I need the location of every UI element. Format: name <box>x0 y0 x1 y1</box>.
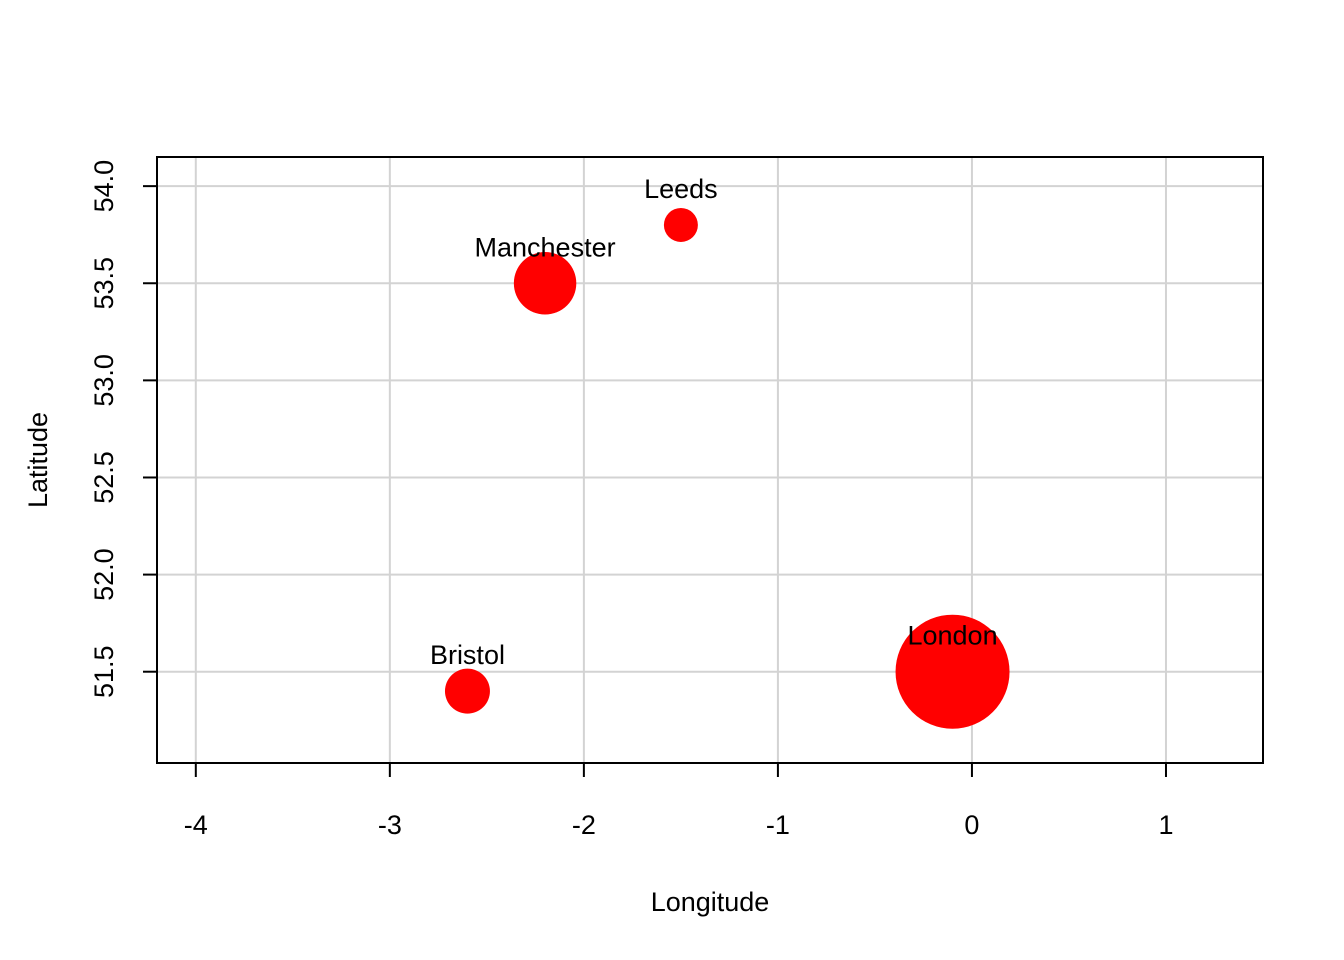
x-tick-label: -4 <box>184 810 208 840</box>
y-axis: 51.5 52.0 52.5 53.0 53.5 54.0 <box>89 160 157 698</box>
x-axis-title: Longitude <box>651 887 770 917</box>
point-label-leeds: Leeds <box>644 174 718 204</box>
point-label-manchester: Manchester <box>475 232 616 262</box>
x-axis: -4 -3 -2 -1 0 1 <box>184 763 1173 840</box>
data-point-london <box>895 614 1010 729</box>
data-point-bristol <box>444 668 490 714</box>
point-labels: London Manchester Leeds Bristol <box>430 174 998 670</box>
x-tick-label: -2 <box>572 810 596 840</box>
point-label-london: London <box>907 621 997 651</box>
y-axis-title: Latitude <box>23 412 53 508</box>
y-tick-label: 51.5 <box>89 645 119 698</box>
y-tick-label: 53.0 <box>89 354 119 407</box>
x-tick-label: 1 <box>1158 810 1173 840</box>
grid-lines <box>157 157 1263 763</box>
data-points <box>444 207 1010 729</box>
x-tick-label: 0 <box>964 810 979 840</box>
y-tick-label: 54.0 <box>89 160 119 213</box>
y-tick-label: 52.0 <box>89 548 119 601</box>
point-label-bristol: Bristol <box>430 640 505 670</box>
data-point-leeds <box>663 207 698 242</box>
y-tick-label: 53.5 <box>89 257 119 310</box>
x-tick-label: -1 <box>766 810 790 840</box>
x-tick-label: -3 <box>378 810 402 840</box>
plot-frame <box>156 156 1264 764</box>
data-point-manchester <box>513 252 577 315</box>
y-tick-label: 52.5 <box>89 451 119 504</box>
